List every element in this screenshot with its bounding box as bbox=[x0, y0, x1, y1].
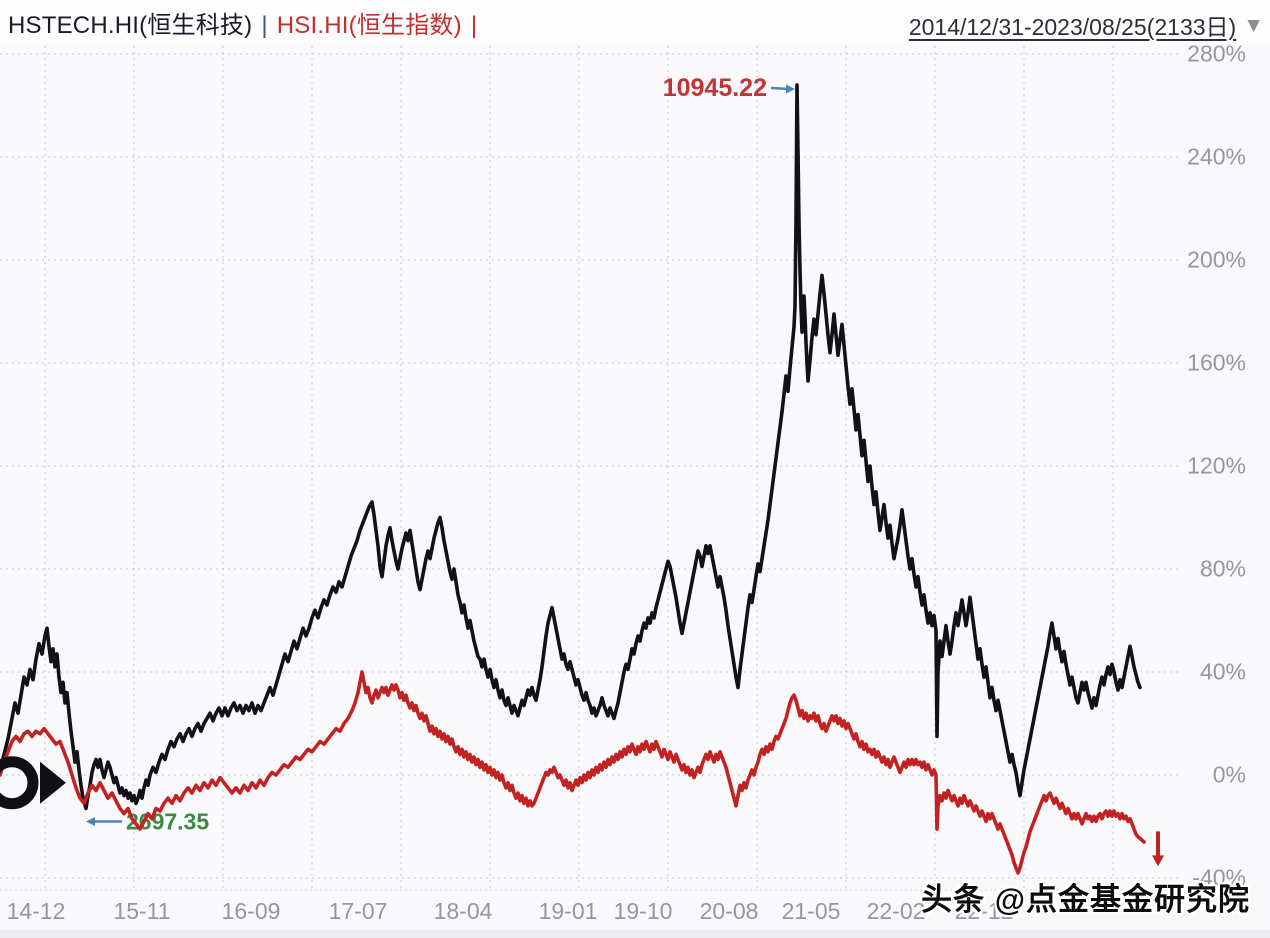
y-axis-label: 280% bbox=[1187, 40, 1246, 67]
min-value-annotation: 2697.35 bbox=[86, 808, 209, 834]
x-axis: 14-12 15-11 16-09 17-07 18-04 19-01 19-10 20-08… bbox=[0, 898, 1180, 926]
max-arrow-head bbox=[786, 84, 795, 94]
y-axis: 280% 240% 200% 160% 120% 80% 40% 0% -40% bbox=[1182, 0, 1246, 938]
max-value-label: 10945.22 bbox=[663, 74, 767, 102]
play-triangle-icon bbox=[40, 761, 66, 804]
x-axis-label: 21-05 bbox=[781, 898, 841, 924]
x-axis-label: 22-02 bbox=[866, 898, 926, 924]
legend-item-hsi[interactable]: HSI.HI(恒生指数) bbox=[276, 11, 462, 39]
y-axis-label: 120% bbox=[1187, 452, 1246, 479]
date-range-selector[interactable]: 2014/12/31-2023/08/25(2133日) ▼ bbox=[909, 8, 1264, 42]
y-axis-label: -40% bbox=[1192, 864, 1246, 891]
x-axis-label: 19-01 bbox=[538, 898, 598, 924]
latest-point-arrow-head bbox=[1152, 855, 1164, 867]
footer-strip bbox=[0, 930, 1270, 938]
x-axis-label: 22-12 bbox=[954, 898, 1014, 924]
plot-background bbox=[0, 44, 1270, 930]
x-axis-label: 15-11 bbox=[113, 898, 171, 924]
hstech-line bbox=[0, 83, 1142, 811]
legend-separator: | bbox=[261, 11, 268, 39]
y-axis-label: 80% bbox=[1199, 555, 1246, 582]
x-axis-label: 20-08 bbox=[699, 898, 759, 924]
x-axis-label: 17-07 bbox=[328, 898, 388, 924]
legend-cursor: | bbox=[470, 11, 478, 39]
watermark: 头条 @点金基金研究院 bbox=[921, 882, 1250, 917]
y-axis-label: 240% bbox=[1187, 143, 1246, 170]
y-axis-label: 160% bbox=[1187, 349, 1246, 376]
y-axis-label: 0% bbox=[1212, 761, 1246, 788]
date-range-label[interactable]: 2014/12/31-2023/08/25(2133日) bbox=[908, 14, 1237, 40]
series-markers bbox=[0, 756, 1164, 867]
x-axis-label: 14-12 bbox=[6, 898, 66, 924]
chart-header: HSTECH.HI(恒生科技) | HSI.HI(恒生指数) | 2014/12… bbox=[0, 0, 1270, 44]
series-lines bbox=[0, 83, 1146, 875]
y-axis-label: 40% bbox=[1199, 658, 1246, 685]
hsi-line bbox=[0, 670, 1146, 875]
start-ring-icon bbox=[0, 756, 39, 810]
max-value-annotation: 10945.22 bbox=[663, 74, 795, 102]
x-axis-label: 18-04 bbox=[433, 898, 493, 924]
y-axis-label: 200% bbox=[1187, 246, 1246, 273]
min-arrow-head bbox=[86, 816, 95, 826]
legend: HSTECH.HI(恒生科技) | HSI.HI(恒生指数) | bbox=[0, 5, 477, 40]
chevron-down-icon[interactable]: ▼ bbox=[1243, 13, 1264, 37]
legend-item-hstech[interactable]: HSTECH.HI(恒生科技) bbox=[8, 11, 253, 39]
x-axis-label: 16-09 bbox=[221, 898, 281, 924]
x-axis-label: 19-10 bbox=[613, 898, 673, 924]
min-value-label: 2697.35 bbox=[126, 808, 209, 834]
